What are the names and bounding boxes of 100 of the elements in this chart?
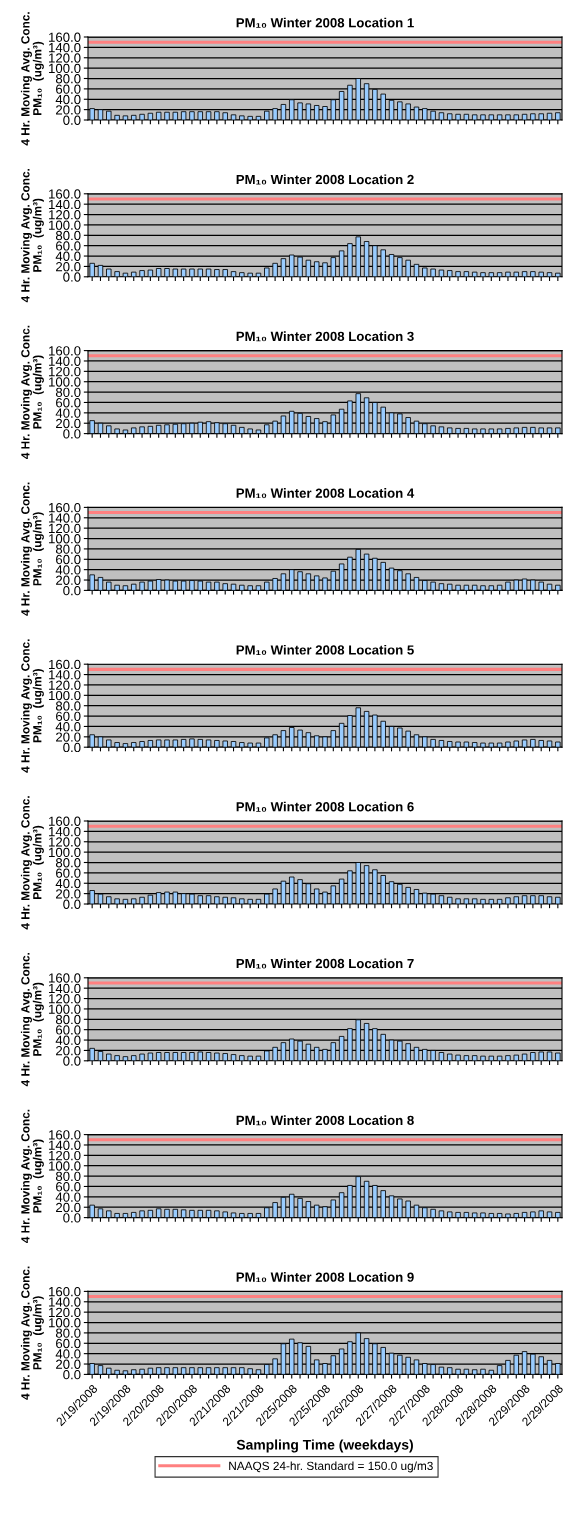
y-tick-label: 60.0 (56, 554, 81, 565)
y-tick-label: 60.0 (56, 1338, 81, 1349)
y-tick-label: 120.0 (49, 994, 81, 1004)
bar (488, 272, 495, 277)
bar (197, 739, 203, 748)
bar (155, 739, 162, 748)
y-tick-label: 40.0 (55, 94, 81, 105)
bar (530, 271, 536, 277)
bar (513, 271, 519, 277)
bar (480, 428, 486, 434)
bar (214, 269, 220, 277)
bar (471, 742, 478, 748)
bar (488, 742, 495, 748)
bar (455, 1054, 461, 1061)
y-tick-label: 140.0 (49, 1297, 81, 1307)
bar (122, 1213, 129, 1218)
y-tick-label: 80.0 (55, 1171, 81, 1182)
y-tick-label: 160.0 (49, 816, 81, 826)
bar (546, 427, 553, 434)
bar (222, 1211, 228, 1218)
bar (496, 1213, 503, 1218)
bar (488, 585, 495, 591)
bar (197, 1209, 203, 1218)
bar (205, 739, 212, 748)
bar (222, 1367, 228, 1375)
y-tick-label: 0.0 (63, 1056, 81, 1066)
y-tick-label: 80.0 (55, 230, 81, 241)
y-tick-label: 0.0 (63, 272, 81, 282)
bar (530, 739, 536, 748)
y-tick-label: 120.0 (49, 680, 81, 690)
bar (114, 271, 120, 277)
bar (488, 428, 495, 434)
bar (230, 1367, 237, 1375)
y-tick-label: 120.0 (49, 366, 81, 377)
bar (131, 583, 137, 591)
bar (496, 428, 503, 434)
bar (205, 1367, 212, 1375)
bar (106, 739, 112, 748)
bar (538, 427, 544, 434)
bar (114, 584, 120, 591)
bar (447, 1211, 453, 1218)
bar (480, 1055, 486, 1061)
y-tick-label: 20.0 (56, 575, 81, 585)
y-tick-label: 100.0 (49, 534, 81, 544)
bar (247, 1055, 253, 1061)
y-axis-title: 4 Hr. Moving Avg. Conc. PM₁₀ (ug/m³) (20, 639, 44, 773)
y-tick-label: 60.0 (56, 1025, 81, 1035)
y-tick-label: 120.0 (49, 53, 81, 63)
y-tick-label: 20.0 (56, 889, 81, 899)
bar (222, 1053, 228, 1061)
bar (222, 269, 228, 277)
bar (122, 429, 129, 434)
bar (480, 585, 486, 591)
bar (447, 1053, 453, 1061)
y-tick-label: 140.0 (49, 356, 81, 366)
bar (480, 272, 486, 277)
bar (521, 739, 528, 748)
y-tick-label: 0.0 (63, 115, 81, 125)
y-tick-label: 120.0 (49, 1307, 81, 1318)
y-tick-label: 140.0 (49, 199, 81, 210)
bar (455, 271, 461, 277)
bar (131, 1211, 137, 1218)
bar (447, 1367, 453, 1375)
bar (471, 584, 478, 591)
bar (455, 584, 461, 591)
bar (222, 583, 228, 591)
bar (114, 1055, 120, 1061)
bar (455, 427, 461, 434)
y-tick-label: 120.0 (49, 210, 81, 220)
bar (430, 739, 436, 748)
y-axis-title: 4 Hr. Moving Avg. Conc. PM₁₀ (ug/m³) (20, 325, 44, 460)
bar (255, 1369, 262, 1375)
y-axis-title: 4 Hr. Moving Avg. Conc. PM₁₀ (ug/m³) (20, 482, 44, 616)
bar (521, 1211, 528, 1218)
y-tick-label: 140.0 (49, 513, 81, 523)
bar (538, 271, 544, 277)
bar (147, 1209, 154, 1218)
y-axis-title: 4 Hr. Moving Avg. Conc. PM₁₀ (ug/m³) (20, 1109, 44, 1244)
bar (106, 1367, 112, 1375)
bar (131, 1369, 137, 1375)
y-tick-label: 20.0 (56, 732, 81, 742)
bar (463, 1055, 470, 1061)
bar (214, 1210, 220, 1218)
bar (122, 585, 129, 591)
y-tick-label: 100.0 (49, 1318, 81, 1328)
bar (438, 740, 445, 748)
y-tick-label: 80.0 (55, 1014, 81, 1025)
bar (447, 583, 453, 591)
bar (147, 425, 154, 434)
bar (155, 1367, 162, 1375)
bar (139, 1053, 145, 1061)
bar (139, 1368, 145, 1375)
bar (239, 1213, 245, 1218)
bar (463, 584, 470, 591)
bar (230, 1212, 237, 1218)
bar (139, 270, 145, 277)
bar (222, 740, 228, 748)
bar (164, 1367, 170, 1375)
y-tick-label: 40.0 (55, 722, 81, 732)
y-tick-label: 60.0 (56, 398, 81, 408)
